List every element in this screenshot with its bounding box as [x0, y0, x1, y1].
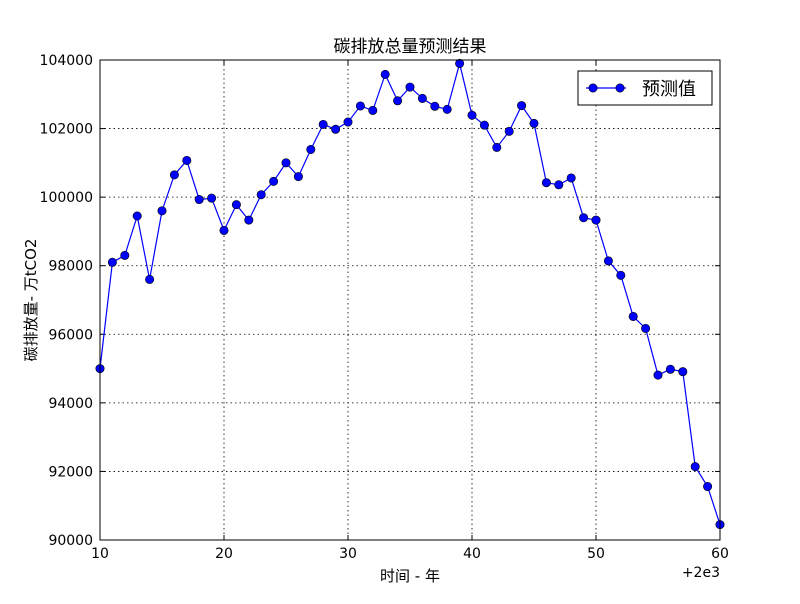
data-point-16	[169, 170, 179, 180]
data-point-25	[281, 158, 291, 168]
data-point-23	[256, 190, 266, 200]
x-tick-label-1: 20	[215, 546, 233, 562]
data-point-48	[566, 173, 576, 183]
data-point-31	[355, 101, 365, 111]
y-tick-label-2: 94000	[48, 396, 93, 412]
x-tick-label-0: 10	[91, 546, 109, 562]
data-point-54	[641, 323, 651, 333]
legend-label: 预测值	[642, 79, 696, 100]
data-point-13	[132, 211, 142, 221]
x-tick-label-5: 60	[711, 546, 729, 562]
x-offset-label: +2e3	[682, 565, 720, 581]
data-point-44	[517, 101, 527, 111]
data-point-37	[430, 101, 440, 111]
data-point-43	[504, 126, 514, 136]
plot-frame	[99, 59, 721, 541]
data-point-30	[343, 117, 353, 127]
data-point-28	[318, 119, 328, 129]
axis-ticks	[99, 59, 721, 541]
data-point-58	[690, 462, 700, 472]
x-tick-label-4: 50	[587, 546, 605, 562]
series-points	[95, 58, 725, 530]
data-point-53	[628, 311, 638, 321]
data-point-56	[665, 364, 675, 374]
data-point-45	[529, 118, 539, 128]
data-point-33	[380, 69, 390, 79]
data-point-36	[417, 93, 427, 103]
data-point-51	[603, 256, 613, 266]
x-tick-labels: 10 20 30 40 50 60	[91, 546, 729, 562]
legend: 预测值	[577, 70, 713, 106]
data-point-42	[492, 142, 502, 152]
y-tick-label-3: 96000	[48, 327, 93, 343]
grid-lines	[99, 59, 721, 541]
y-tick-label-0: 90000	[48, 533, 93, 549]
data-point-20	[219, 225, 229, 235]
series-line	[99, 63, 721, 525]
data-point-34	[393, 96, 403, 106]
data-point-12	[120, 250, 130, 260]
data-point-59	[703, 482, 713, 492]
data-point-24	[269, 176, 279, 186]
data-point-22	[244, 215, 254, 225]
data-point-57	[678, 367, 688, 377]
y-tick-label-4: 98000	[48, 259, 93, 275]
y-tick-label-6: 102000	[40, 122, 93, 138]
data-point-18	[194, 195, 204, 205]
data-point-50	[591, 215, 601, 225]
chart-title: 碳排放总量预测结果	[334, 37, 487, 57]
data-point-46	[541, 178, 551, 188]
data-point-39	[455, 58, 465, 68]
y-tick-label-5: 100000	[40, 190, 93, 206]
data-point-15	[157, 206, 167, 216]
data-point-19	[207, 193, 217, 203]
y-axis-label: 碳排放量- 万tCO2	[22, 239, 40, 362]
data-point-41	[479, 120, 489, 130]
x-tick-label-3: 40	[463, 546, 481, 562]
data-point-40	[467, 110, 477, 120]
legend-marker-start	[588, 83, 598, 93]
data-point-29	[331, 124, 341, 134]
data-point-14	[145, 274, 155, 284]
data-point-38	[442, 104, 452, 114]
data-point-11	[107, 257, 117, 267]
data-point-26	[293, 172, 303, 182]
data-point-32	[368, 105, 378, 115]
legend-marker-end	[615, 83, 625, 93]
data-point-49	[579, 213, 589, 223]
data-point-35	[405, 82, 415, 92]
data-point-21	[231, 200, 241, 210]
data-point-27	[306, 144, 316, 154]
x-tick-label-2: 30	[339, 546, 357, 562]
y-tick-label-7: 104000	[40, 53, 93, 69]
x-axis-label: 时间 - 年	[380, 567, 440, 585]
data-point-17	[182, 155, 192, 165]
y-tick-label-1: 92000	[48, 464, 93, 480]
data-point-55	[653, 370, 663, 380]
data-point-52	[616, 270, 626, 280]
data-point-47	[554, 180, 564, 190]
y-tick-labels: 90000 92000 94000 96000 98000 100000 102000 104…	[40, 53, 93, 549]
